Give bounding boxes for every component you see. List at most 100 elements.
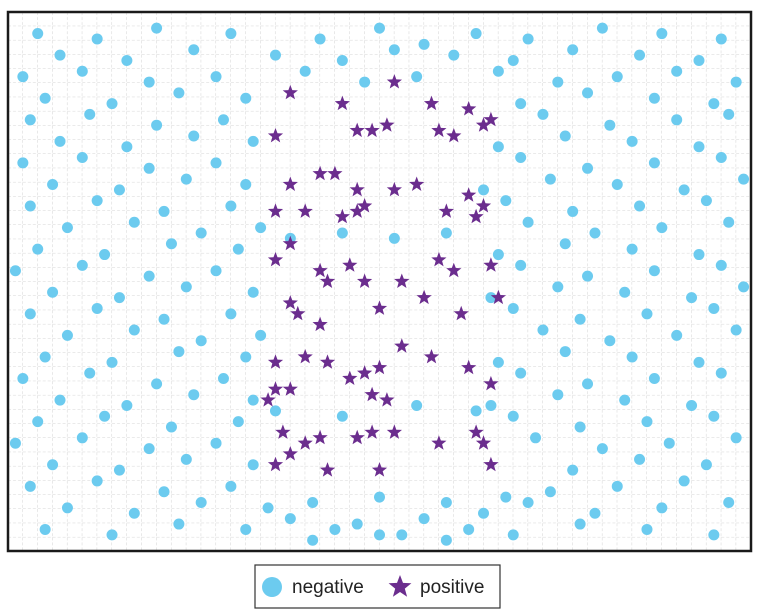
star-marker <box>349 203 365 218</box>
star-marker <box>267 381 284 396</box>
circle-marker <box>307 534 319 546</box>
circle-marker <box>582 270 594 282</box>
circle-marker <box>24 114 36 126</box>
circle-marker <box>173 518 185 530</box>
star-marker <box>334 95 350 111</box>
star-marker <box>282 446 298 461</box>
star-marker <box>475 117 492 132</box>
circle-marker <box>648 157 660 169</box>
circle-marker <box>54 135 66 147</box>
circle-marker <box>76 65 88 77</box>
star-marker <box>423 95 440 111</box>
star-marker <box>297 349 313 364</box>
circle-marker <box>470 405 482 417</box>
star-marker <box>342 370 358 385</box>
circle-marker <box>634 453 646 465</box>
circle-marker <box>188 389 200 401</box>
circle-marker <box>143 443 155 455</box>
star-marker <box>267 128 284 143</box>
circle-marker <box>596 22 608 34</box>
circle-marker <box>715 152 727 164</box>
star-marker <box>483 375 499 391</box>
circle-marker <box>730 432 742 444</box>
circle-marker <box>262 577 282 597</box>
circle-marker <box>17 71 29 83</box>
circle-marker <box>180 453 192 465</box>
circle-marker <box>715 33 727 45</box>
circle-marker <box>128 324 140 336</box>
circle-marker <box>374 491 385 503</box>
circle-marker <box>54 394 66 406</box>
plot-area <box>8 12 751 551</box>
circle-marker <box>693 141 705 153</box>
circle-marker <box>247 459 259 471</box>
circle-marker <box>240 523 252 535</box>
star-marker <box>357 273 373 288</box>
circle-marker <box>17 373 29 385</box>
circle-marker <box>91 33 103 45</box>
circle-marker <box>210 437 222 449</box>
circle-marker <box>544 486 556 498</box>
circle-marker <box>552 389 564 401</box>
circle-marker <box>678 475 690 487</box>
circle-marker <box>492 65 504 77</box>
circle-marker <box>634 200 646 212</box>
circle-marker <box>693 356 705 368</box>
circle-marker <box>388 44 400 56</box>
circle-marker <box>247 135 259 147</box>
star-marker <box>267 354 284 369</box>
circle-marker <box>396 529 408 541</box>
star-marker <box>267 456 284 472</box>
circle-marker <box>641 416 653 428</box>
circle-marker <box>552 76 564 88</box>
circle-marker <box>32 416 44 428</box>
circle-marker <box>61 222 73 234</box>
circle-marker <box>121 141 133 153</box>
circle-marker <box>180 173 192 185</box>
circle-marker <box>225 200 237 212</box>
star-marker <box>461 187 477 202</box>
circle-marker <box>723 496 735 508</box>
circle-marker <box>336 227 348 239</box>
circle-marker <box>24 200 36 212</box>
star-marker <box>468 208 484 224</box>
star-marker <box>461 101 477 116</box>
circle-marker <box>574 518 586 530</box>
circle-marker <box>611 71 623 83</box>
circle-marker <box>188 130 200 142</box>
circle-marker <box>32 28 44 40</box>
circle-marker <box>641 523 653 535</box>
star-marker <box>275 424 291 439</box>
circle-marker <box>262 502 274 514</box>
circle-marker <box>84 108 96 120</box>
circle-marker <box>76 152 88 164</box>
circle-marker <box>411 71 423 83</box>
circle-marker <box>440 227 452 239</box>
circle-marker <box>723 216 735 228</box>
circle-marker <box>567 464 579 476</box>
circle-marker <box>151 22 163 34</box>
circle-marker <box>686 399 698 411</box>
circle-marker <box>678 184 690 196</box>
circle-marker <box>656 502 668 514</box>
circle-marker <box>671 114 683 126</box>
circle-marker <box>515 259 527 271</box>
circle-marker <box>39 92 51 104</box>
circle-marker <box>656 222 668 234</box>
star-marker <box>453 305 469 321</box>
circle-marker <box>247 394 259 406</box>
circle-marker <box>440 534 452 546</box>
circle-marker <box>700 459 712 471</box>
circle-marker <box>671 65 683 77</box>
circle-marker <box>24 308 36 320</box>
star-marker <box>260 392 276 407</box>
circle-marker <box>522 216 534 228</box>
star-marker <box>349 181 365 197</box>
circle-marker <box>351 518 363 530</box>
circle-marker <box>693 55 705 67</box>
star-marker <box>371 300 388 315</box>
star-marker <box>431 122 447 138</box>
circle-marker <box>336 410 348 422</box>
star-marker <box>388 575 412 597</box>
circle-marker <box>121 55 133 67</box>
